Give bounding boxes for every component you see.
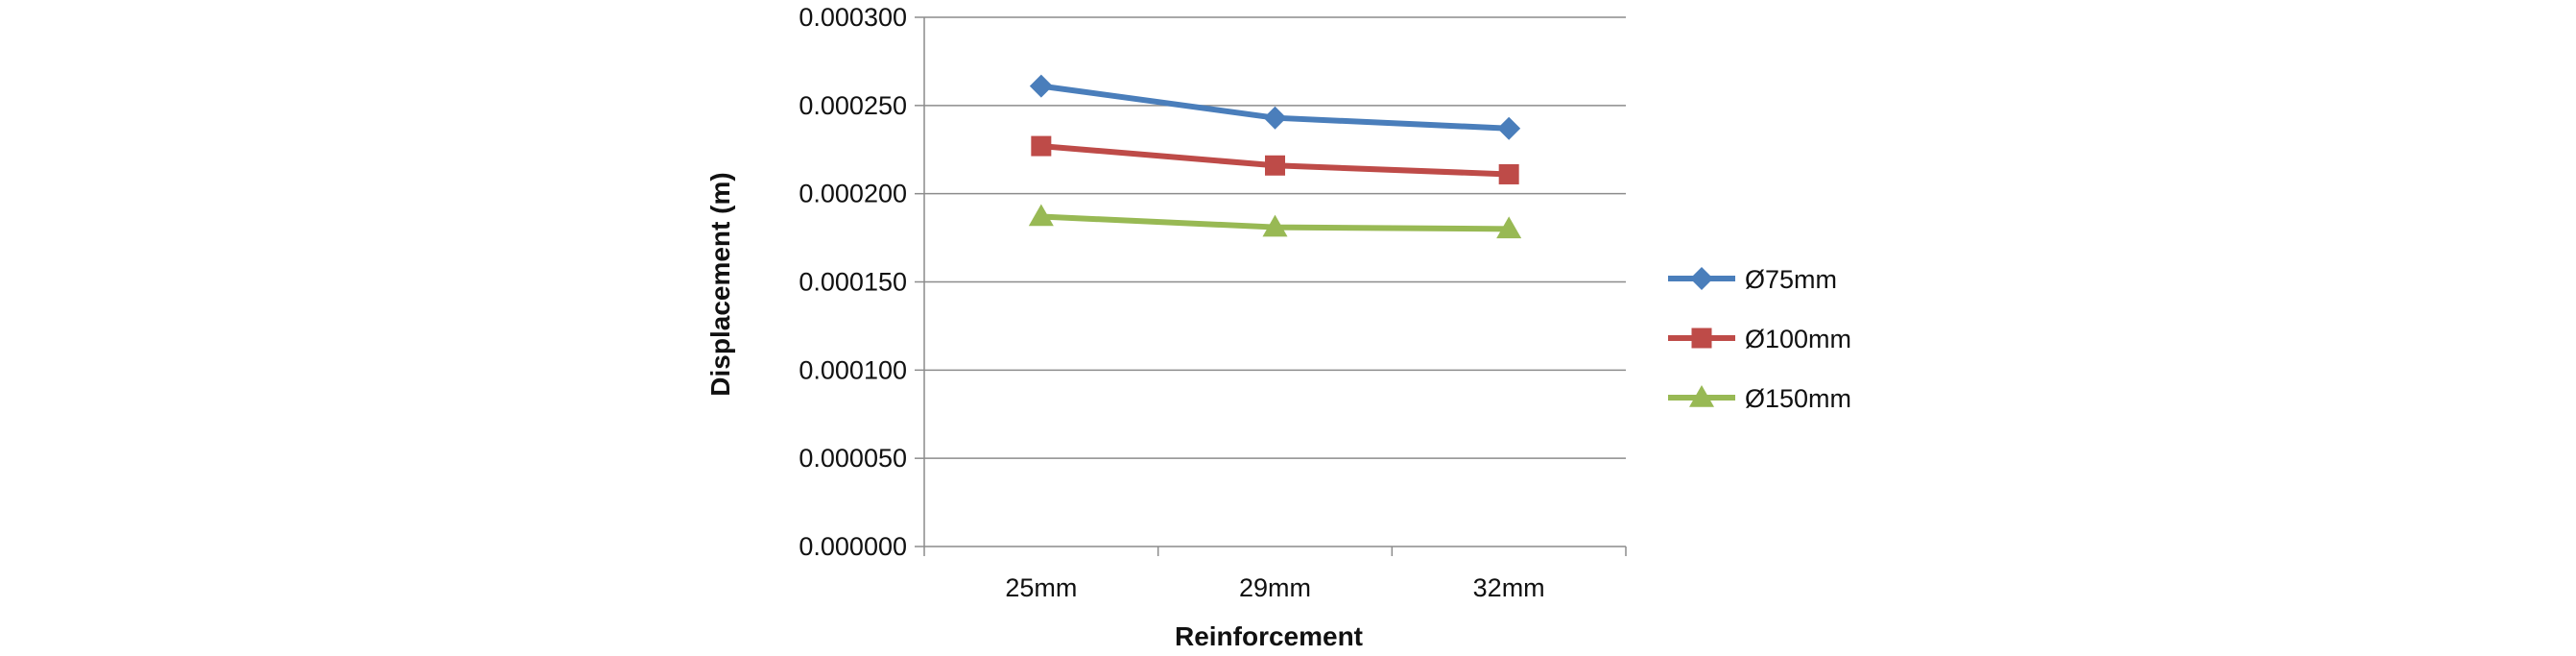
- series-layer: [1028, 74, 1522, 239]
- data-point: [1265, 155, 1285, 176]
- legend-label: Ø100mm: [1745, 325, 1851, 353]
- data-point: [1262, 214, 1288, 237]
- data-point: [1031, 135, 1052, 157]
- x-tick-label: 25mm: [1005, 573, 1077, 602]
- legend-label: Ø150mm: [1745, 384, 1851, 413]
- legend: Ø75mm Ø100mm Ø150mm: [1668, 265, 1851, 413]
- data-point: [1029, 74, 1053, 98]
- data-point: [1028, 204, 1054, 227]
- data-point: [1263, 106, 1287, 130]
- axes: 0.000000 0.000050 0.000100 0.000150 0.000200…: [799, 3, 1627, 602]
- legend-item: Ø100mm: [1668, 325, 1851, 353]
- legend-marker: [1690, 267, 1713, 290]
- y-tick-label: 0.000000: [799, 532, 907, 561]
- series-triangle: [1028, 204, 1522, 239]
- legend-label: Ø75mm: [1745, 265, 1837, 294]
- series-diamond: [1029, 74, 1521, 140]
- y-tick-label: 0.000300: [799, 3, 907, 32]
- data-point: [1497, 116, 1521, 140]
- legend-item: Ø75mm: [1668, 265, 1837, 294]
- y-tick-label: 0.000150: [799, 268, 907, 297]
- legend-marker: [1691, 328, 1712, 349]
- y-tick-label: 0.000050: [799, 444, 907, 473]
- x-tick-label: 32mm: [1473, 573, 1545, 602]
- series-square: [1031, 135, 1519, 184]
- y-tick-label: 0.000100: [799, 355, 907, 384]
- data-point: [1498, 163, 1519, 184]
- gridlines: [924, 16, 1626, 459]
- legend-marker: [1689, 385, 1714, 407]
- x-axis-title: Reinforcement: [1175, 621, 1363, 651]
- data-point: [1496, 216, 1522, 239]
- y-tick-label: 0.000200: [799, 180, 907, 208]
- legend-item: Ø150mm: [1668, 384, 1851, 413]
- y-axis-title: Displacement (m): [705, 172, 735, 396]
- x-tick-label: 29mm: [1239, 573, 1311, 602]
- y-tick-label: 0.000250: [799, 91, 907, 120]
